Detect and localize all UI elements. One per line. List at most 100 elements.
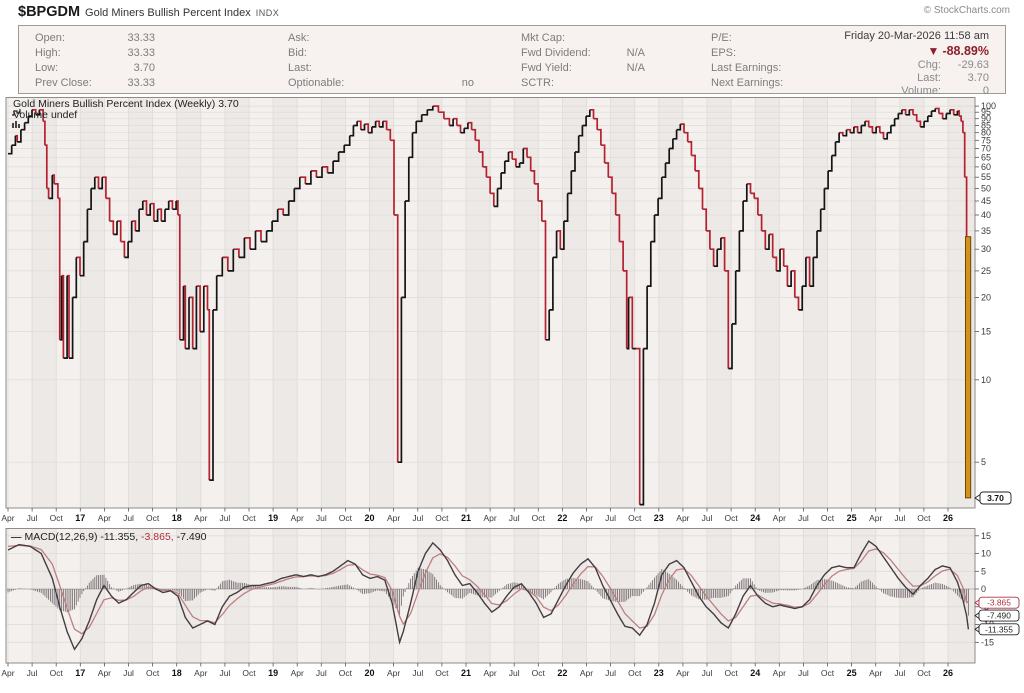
price-last-tag: 3.70 <box>974 491 1012 505</box>
ask-label: Ask: <box>288 32 310 44</box>
macd-legend-hist-value: -7.490 <box>173 531 207 543</box>
macd-legend: — MACD(12,26,9) -11.355, -3.865, -7.490 <box>11 531 206 543</box>
last2-value: 3.70 <box>967 72 989 84</box>
price-legend: Gold Miners Bullish Percent Index (Weekl… <box>11 99 239 128</box>
svg-text:Oct: Oct <box>532 513 546 523</box>
price-steps-down <box>15 105 968 505</box>
svg-text:Oct: Oct <box>146 513 160 523</box>
svg-text:24: 24 <box>750 668 760 678</box>
svg-text:100: 100 <box>981 101 996 111</box>
quote-datetime: Friday 20-Mar-2026 11:58 am <box>844 30 989 42</box>
svg-text:24: 24 <box>750 513 760 523</box>
svg-text:18: 18 <box>172 668 182 678</box>
svg-text:19: 19 <box>268 668 278 678</box>
svg-text:Jul: Jul <box>509 513 520 523</box>
svg-text:Oct: Oct <box>146 668 160 678</box>
svg-text:35: 35 <box>981 226 991 236</box>
svg-text:-11.355: -11.355 <box>985 624 1013 634</box>
chg-value: -29.63 <box>957 59 989 71</box>
low-value: 3.70 <box>133 62 155 74</box>
svg-text:Jul: Jul <box>123 668 134 678</box>
macd-histogram <box>7 567 969 616</box>
svg-text:Oct: Oct <box>242 513 256 523</box>
svg-text:19: 19 <box>268 513 278 523</box>
svg-text:40: 40 <box>981 210 991 220</box>
svg-text:25: 25 <box>847 513 857 523</box>
low-label: Low: <box>35 62 59 74</box>
svg-text:Oct: Oct <box>435 513 449 523</box>
pe-label: P/E: <box>711 32 732 44</box>
svg-text:Jul: Jul <box>27 668 38 678</box>
svg-text:-15: -15 <box>981 637 994 647</box>
svg-text:15: 15 <box>981 327 991 337</box>
macd-signal-line <box>7 544 969 635</box>
svg-text:Jul: Jul <box>894 513 905 523</box>
svg-text:75: 75 <box>981 135 991 145</box>
svg-text:80: 80 <box>981 128 991 138</box>
svg-text:Jul: Jul <box>123 513 134 523</box>
macd-chart-canvas[interactable]: 151050-5-10-15-3.865-7.490-11.355AprJulO… <box>0 528 1024 693</box>
svg-text:Jul: Jul <box>27 513 38 523</box>
svg-text:-7.490: -7.490 <box>987 611 1011 621</box>
sctr-label: SCTR: <box>521 77 554 89</box>
svg-text:Oct: Oct <box>821 668 835 678</box>
last2-label: Last: <box>917 72 941 84</box>
svg-text:95: 95 <box>981 107 991 117</box>
lastearnings-label: Last Earnings: <box>711 62 782 74</box>
svg-text:Apr: Apr <box>98 668 111 678</box>
svg-text:10: 10 <box>981 375 991 385</box>
macd-line-icon: — <box>11 531 22 543</box>
svg-text:50: 50 <box>981 184 991 194</box>
quote-col-3: Mkt Cap: Fwd Dividend: N/A Fwd Yield: N/A … <box>521 31 645 91</box>
last-label: Last: <box>288 62 312 74</box>
svg-text:Oct: Oct <box>821 513 835 523</box>
svg-text:Oct: Oct <box>532 668 546 678</box>
svg-text:Apr: Apr <box>194 668 207 678</box>
svg-text:Jul: Jul <box>316 513 327 523</box>
svg-text:30: 30 <box>981 244 991 254</box>
svg-text:Apr: Apr <box>1 668 14 678</box>
svg-text:10: 10 <box>981 549 991 559</box>
volume-label: Volume: <box>901 85 941 97</box>
svg-text:22: 22 <box>557 668 567 678</box>
volume-value: 0 <box>982 85 989 97</box>
svg-text:-3.865: -3.865 <box>987 598 1011 608</box>
svg-text:Oct: Oct <box>724 668 738 678</box>
svg-text:Oct: Oct <box>435 668 449 678</box>
svg-text:Jul: Jul <box>412 513 423 523</box>
svg-text:Oct: Oct <box>917 513 931 523</box>
quote-col-4: P/E: EPS: Last Earnings: Next Earnings: <box>711 31 831 91</box>
high-value: 33.33 <box>127 47 155 59</box>
svg-text:26: 26 <box>943 668 953 678</box>
macd-line <box>7 540 970 651</box>
bid-label: Bid: <box>288 47 307 59</box>
stockcharts-copyright-link[interactable]: © StockCharts.com <box>923 5 1010 16</box>
macd-legend-prefix: MACD(12,26,9) -11.355, <box>24 531 139 543</box>
svg-text:17: 17 <box>75 513 85 523</box>
svg-text:21: 21 <box>461 513 471 523</box>
svg-text:Oct: Oct <box>50 668 64 678</box>
quote-col-2: Ask: Bid: Last: Optionable: no <box>288 31 474 91</box>
open-value: 33.33 <box>127 32 155 44</box>
svg-text:Apr: Apr <box>291 668 304 678</box>
svg-text:Jul: Jul <box>702 513 713 523</box>
svg-text:Apr: Apr <box>773 513 786 523</box>
svg-text:Apr: Apr <box>483 513 496 523</box>
volume-legend-text: Volume undef <box>13 109 78 121</box>
macd-tag: -3.865 <box>974 596 1020 609</box>
svg-text:Apr: Apr <box>580 668 593 678</box>
svg-text:5: 5 <box>981 457 986 467</box>
svg-text:Jul: Jul <box>509 668 520 678</box>
svg-text:20: 20 <box>364 513 374 523</box>
svg-text:3.70: 3.70 <box>987 493 1004 503</box>
svg-text:Apr: Apr <box>387 668 400 678</box>
svg-text:60: 60 <box>981 162 991 172</box>
svg-text:5: 5 <box>981 566 986 576</box>
svg-text:22: 22 <box>557 513 567 523</box>
fwddividend-value: N/A <box>626 47 645 59</box>
prevclose-value: 33.33 <box>127 77 155 89</box>
svg-text:Jul: Jul <box>798 513 809 523</box>
svg-text:Jul: Jul <box>219 513 230 523</box>
